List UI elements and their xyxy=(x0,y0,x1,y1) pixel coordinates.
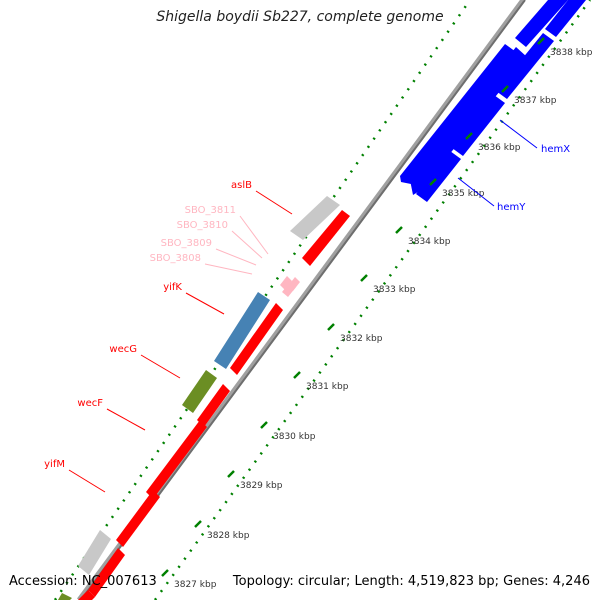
callout-line xyxy=(106,408,146,431)
gene-blue-top xyxy=(515,0,568,47)
dotted-guides xyxy=(53,0,592,600)
tick-label: 3828 kbp xyxy=(207,531,250,541)
tick-label: 3835 kbp xyxy=(442,189,485,199)
gene-forward-6 xyxy=(88,548,125,597)
gene-aslB-region xyxy=(290,196,340,240)
gene-blue-right-3 xyxy=(496,33,554,99)
gene-label: SBO_3810 xyxy=(177,220,228,231)
gene-wecG xyxy=(182,370,217,413)
gene-track-right xyxy=(416,0,586,202)
gene-forward-2 xyxy=(230,303,283,375)
gene-pink-2 xyxy=(288,277,300,291)
gene-label: hemX xyxy=(541,144,570,155)
gene-label: hemY xyxy=(497,202,526,213)
map-title: Shigella boydii Sb227, complete genome xyxy=(156,9,444,25)
callout-line xyxy=(457,177,495,207)
kbp-ticks: 3827 kbp 3828 kbp 3829 kbp 3830 kbp 3831 kbp… xyxy=(161,37,593,590)
gene-gray-bottom xyxy=(78,530,111,575)
callout-line xyxy=(231,230,263,259)
tick-label: 3837 kbp xyxy=(514,96,557,106)
gene-hemY xyxy=(410,47,527,195)
gene-yifM xyxy=(116,490,160,547)
tick-mark xyxy=(429,178,437,186)
callout-line xyxy=(499,119,538,149)
gene-blue-right-1 xyxy=(416,151,461,202)
tick-label: 3827 kbp xyxy=(174,580,217,590)
tick-mark xyxy=(194,520,202,528)
tick-label: 3838 kbp xyxy=(550,48,593,58)
tick-mark xyxy=(395,226,403,234)
callout-line xyxy=(68,469,106,493)
callout-line xyxy=(204,263,253,275)
gene-blue-right-2 xyxy=(452,95,505,156)
genome-summary: Topology: circular; Length: 4,519,823 bp… xyxy=(232,574,590,589)
tick-mark xyxy=(260,421,268,429)
tick-mark xyxy=(293,371,301,379)
gene-label: yifK xyxy=(163,282,182,293)
tick-label: 3836 kbp xyxy=(478,143,521,153)
tick-label: 3833 kbp xyxy=(373,285,416,295)
gene-label: SBO_3808 xyxy=(150,253,201,264)
gene-callouts: aslB SBO_3811 SBO_3810 SBO_3809 SBO_3808 yifK… xyxy=(44,119,570,493)
tick-mark xyxy=(360,274,368,282)
gene-label: wecF xyxy=(77,398,103,409)
gene-label: wecG xyxy=(109,344,137,355)
gene-blue-right-4 xyxy=(545,0,586,37)
tick-label: 3829 kbp xyxy=(240,481,283,491)
callout-line xyxy=(239,215,269,255)
callout-line xyxy=(255,190,293,215)
gene-aslB xyxy=(302,210,350,266)
gene-forward-7 xyxy=(78,590,95,600)
gene-track-forward xyxy=(78,210,350,600)
tick-mark xyxy=(465,132,473,140)
tick-mark xyxy=(327,323,335,331)
gene-label: yifM xyxy=(44,459,65,470)
gene-forward-3 xyxy=(197,384,230,427)
gene-pink-3 xyxy=(280,276,292,290)
callout-line xyxy=(185,292,225,315)
dotted-guide-outer xyxy=(53,0,472,600)
tick-mark xyxy=(501,85,509,93)
tick-label: 3831 kbp xyxy=(306,382,349,392)
dotted-guide-inner xyxy=(153,0,592,600)
gene-label: SBO_3811 xyxy=(185,205,236,216)
accession-label: Accession: NC_007613 xyxy=(9,574,157,589)
tick-label: 3834 kbp xyxy=(408,237,451,247)
tick-label: 3832 kbp xyxy=(340,334,383,344)
gene-olive-edge xyxy=(58,593,72,600)
gene-wecF xyxy=(146,420,207,499)
callout-line xyxy=(215,248,257,266)
tick-mark xyxy=(161,569,169,577)
tick-mark xyxy=(227,470,235,478)
gene-label: aslB xyxy=(231,180,252,191)
gene-label: SBO_3809 xyxy=(161,238,212,249)
tick-mark xyxy=(537,37,545,45)
gene-yifK xyxy=(214,292,270,369)
gene-hemX-left xyxy=(400,44,516,184)
callout-line xyxy=(140,354,181,379)
tick-label: 3830 kbp xyxy=(273,432,316,442)
gene-track-reverse xyxy=(58,0,568,600)
